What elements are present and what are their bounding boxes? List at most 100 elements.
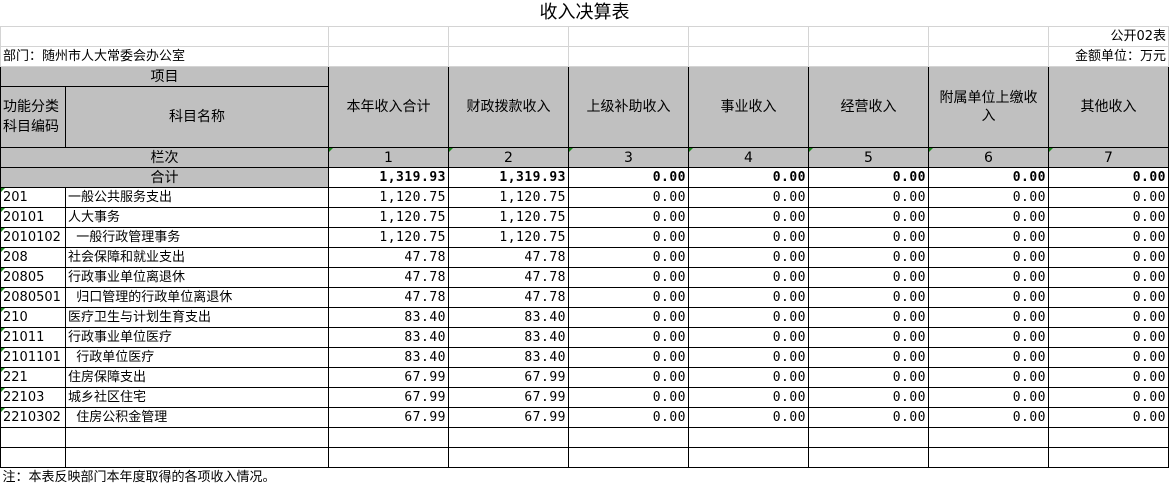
row-value: 0.00 (929, 348, 1049, 368)
header-col-3: 上级补助收入 (569, 67, 689, 148)
row-value: 0.00 (1049, 308, 1169, 328)
row-name: 行政事业单位医疗 (66, 328, 329, 348)
department-label: 部门：随州市人大常委会办公室 (1, 47, 329, 67)
row-value: 0.00 (1049, 188, 1169, 208)
row-value: 0.00 (809, 388, 929, 408)
row-value: 0.00 (569, 288, 689, 308)
row-value: 1,120.75 (329, 228, 449, 248)
row-value: 0.00 (689, 308, 809, 328)
row-value: 0.00 (689, 248, 809, 268)
row-value: 0.00 (569, 388, 689, 408)
row-index-cell: 5 (809, 148, 929, 168)
row-value: 47.78 (449, 268, 569, 288)
row-value: 1,120.75 (449, 188, 569, 208)
row-value: 0.00 (1049, 368, 1169, 388)
row-name: 一般行政管理事务 (66, 228, 329, 248)
row-value: 0.00 (809, 288, 929, 308)
row-value: 0.00 (569, 268, 689, 288)
row-index-label: 栏次 (1, 148, 329, 168)
row-code: 20101 (1, 208, 66, 228)
row-value: 0.00 (929, 308, 1049, 328)
total-value: 1,319.93 (329, 168, 449, 188)
row-name: 归口管理的行政单位离退休 (66, 288, 329, 308)
footnote: 注：本表反映部门本年度取得的各项收入情况。 (1, 468, 1169, 487)
row-value: 0.00 (569, 368, 689, 388)
row-value: 0.00 (929, 388, 1049, 408)
row-value: 0.00 (569, 208, 689, 228)
row-value: 0.00 (569, 328, 689, 348)
row-value: 0.00 (1049, 268, 1169, 288)
row-value: 0.00 (929, 268, 1049, 288)
row-value: 0.00 (929, 208, 1049, 228)
unit-label: 金额单位：万元 (1049, 47, 1169, 67)
total-value: 0.00 (569, 168, 689, 188)
row-value: 83.40 (449, 348, 569, 368)
row-value: 47.78 (449, 288, 569, 308)
header-col-1: 本年收入合计 (329, 67, 449, 148)
row-name: 住房公积金管理 (66, 408, 329, 428)
row-value: 0.00 (809, 328, 929, 348)
empty-row (1, 428, 1169, 448)
row-value: 1,120.75 (329, 208, 449, 228)
row-value: 0.00 (929, 328, 1049, 348)
total-value: 0.00 (1049, 168, 1169, 188)
header-col-5: 经营收入 (809, 67, 929, 148)
row-value: 1,120.75 (449, 228, 569, 248)
row-value: 0.00 (809, 268, 929, 288)
header-code: 功能分类科目编码 (1, 87, 66, 148)
row-code: 20805 (1, 268, 66, 288)
row-value: 0.00 (569, 248, 689, 268)
row-value: 83.40 (449, 308, 569, 328)
row-value: 47.78 (329, 288, 449, 308)
header-name: 科目名称 (66, 87, 329, 148)
row-name: 行政单位医疗 (66, 348, 329, 368)
row-code: 210 (1, 308, 66, 328)
row-value: 0.00 (1049, 288, 1169, 308)
row-value: 0.00 (1049, 328, 1169, 348)
row-value: 0.00 (809, 368, 929, 388)
row-value: 0.00 (689, 208, 809, 228)
row-value: 0.00 (1049, 388, 1169, 408)
row-value: 67.99 (329, 368, 449, 388)
row-value: 0.00 (809, 408, 929, 428)
row-value: 0.00 (929, 368, 1049, 388)
row-index-cell: 1 (329, 148, 449, 168)
row-value: 0.00 (1049, 408, 1169, 428)
row-code: 208 (1, 248, 66, 268)
row-name: 医疗卫生与计划生育支出 (66, 308, 329, 328)
row-value: 0.00 (1049, 348, 1169, 368)
row-value: 0.00 (809, 228, 929, 248)
row-value: 0.00 (689, 368, 809, 388)
sheet-title: 收入决算表 (1, 0, 1169, 27)
total-label: 合计 (1, 168, 329, 188)
row-value: 0.00 (929, 248, 1049, 268)
row-value: 0.00 (689, 408, 809, 428)
row-value: 0.00 (809, 248, 929, 268)
row-name: 城乡社区住宅 (66, 388, 329, 408)
row-index-cell: 7 (1049, 148, 1169, 168)
row-code: 22103 (1, 388, 66, 408)
row-value: 83.40 (329, 328, 449, 348)
row-value: 47.78 (329, 268, 449, 288)
row-code: 2010102 (1, 228, 66, 248)
total-value: 0.00 (809, 168, 929, 188)
row-value: 0.00 (809, 348, 929, 368)
row-value: 0.00 (809, 308, 929, 328)
header-col-4: 事业收入 (689, 67, 809, 148)
row-value: 0.00 (929, 288, 1049, 308)
total-value: 0.00 (929, 168, 1049, 188)
row-name: 人大事务 (66, 208, 329, 228)
row-value: 0.00 (689, 288, 809, 308)
row-value: 0.00 (569, 308, 689, 328)
row-value: 0.00 (569, 228, 689, 248)
row-value: 67.99 (329, 388, 449, 408)
row-name: 一般公共服务支出 (66, 188, 329, 208)
